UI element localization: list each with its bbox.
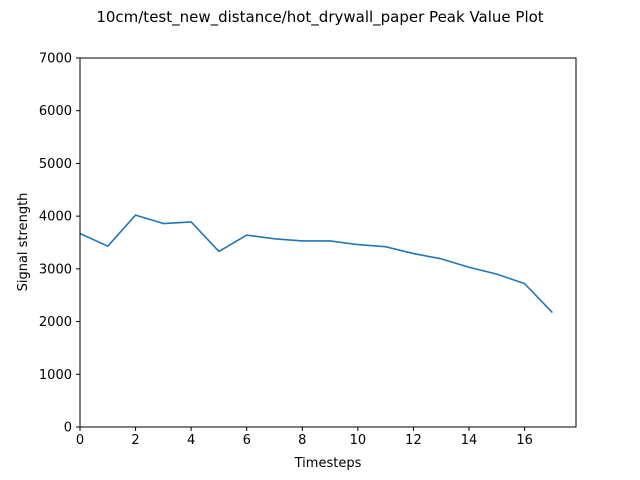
x-axis: 0 2 4 6 8 10 12 14 16 bbox=[76, 427, 533, 448]
x-tick-label: 16 bbox=[516, 433, 533, 448]
y-tick-label: 7000 bbox=[39, 52, 72, 67]
y-tick-label: 3000 bbox=[39, 262, 72, 277]
y-tick-label: 4000 bbox=[39, 210, 72, 225]
x-tick-label: 2 bbox=[131, 433, 139, 448]
series-line bbox=[79, 214, 553, 314]
chart-title: 10cm/test_new_distance/hot_drywall_paper… bbox=[96, 8, 543, 27]
x-tick-label: 10 bbox=[350, 433, 367, 448]
y-axis-title: Signal strength bbox=[16, 193, 31, 292]
y-tick-label: 5000 bbox=[39, 157, 72, 172]
x-tick-label: 6 bbox=[243, 433, 251, 448]
x-axis-title: Timesteps bbox=[294, 456, 362, 471]
y-tick-label: 0 bbox=[64, 421, 72, 436]
y-tick-label: 1000 bbox=[39, 368, 72, 383]
y-tick-label: 6000 bbox=[39, 104, 72, 119]
x-tick-label: 14 bbox=[461, 433, 478, 448]
x-tick-label: 8 bbox=[298, 433, 306, 448]
plot-frame bbox=[79, 57, 577, 428]
y-tick-label: 2000 bbox=[39, 315, 72, 330]
x-tick-label: 12 bbox=[405, 433, 422, 448]
x-tick-label: 4 bbox=[187, 433, 195, 448]
x-tick-label: 0 bbox=[76, 433, 84, 448]
series-layer bbox=[79, 214, 553, 314]
y-axis: 0 1000 2000 3000 4000 5000 6000 7000 bbox=[39, 52, 80, 436]
